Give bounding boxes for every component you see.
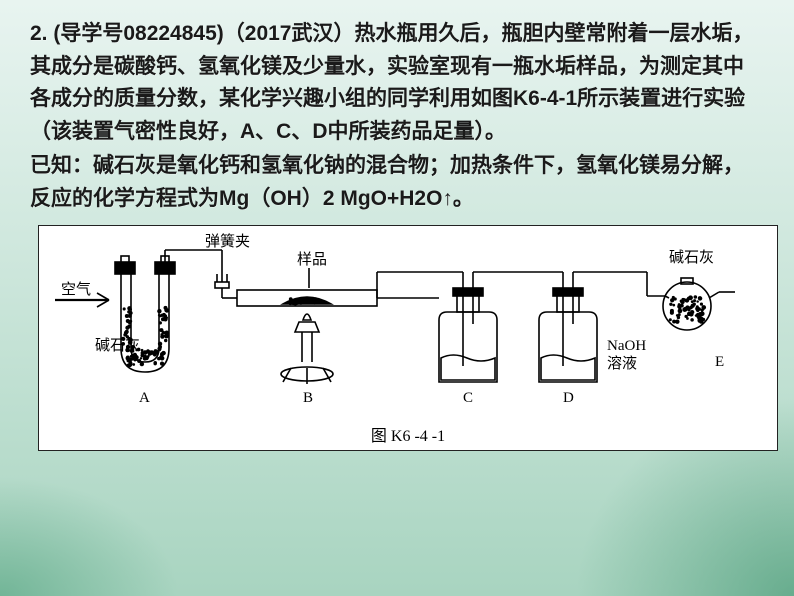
- apparatus-diagram: 空气碱石灰A弹簧夹样品BCDNaOH溶液碱石灰E: [47, 232, 767, 420]
- diagram-container: 空气碱石灰A弹簧夹样品BCDNaOH溶液碱石灰E 图 K6 -4 -1: [38, 225, 778, 451]
- slide-content: 2. (导学号08224845)（2017武汉）热水瓶用久后，瓶胆内壁常附着一层…: [0, 0, 794, 451]
- svg-text:A: A: [139, 390, 150, 406]
- svg-text:样品: 样品: [297, 251, 327, 268]
- paragraph-2: 已知：碱石灰是氧化钙和氢氧化钠的混合物；加热条件下，氢氧化镁易分解，反应的化学方…: [30, 150, 764, 215]
- svg-text:E: E: [715, 354, 724, 370]
- svg-text:碱石灰: 碱石灰: [95, 337, 140, 354]
- paragraph-1: 2. (导学号08224845)（2017武汉）热水瓶用久后，瓶胆内壁常附着一层…: [30, 18, 764, 148]
- svg-text:NaOH: NaOH: [607, 338, 646, 354]
- decor-corner-bl: [0, 476, 180, 596]
- diagram-caption: 图 K6 -4 -1: [47, 420, 769, 446]
- svg-text:B: B: [303, 390, 313, 406]
- svg-text:弹簧夹: 弹簧夹: [205, 233, 250, 250]
- svg-text:C: C: [463, 390, 473, 406]
- svg-text:碱石灰: 碱石灰: [669, 249, 714, 266]
- svg-text:D: D: [563, 390, 574, 406]
- svg-text:空气: 空气: [61, 281, 91, 298]
- svg-text:溶液: 溶液: [607, 355, 637, 372]
